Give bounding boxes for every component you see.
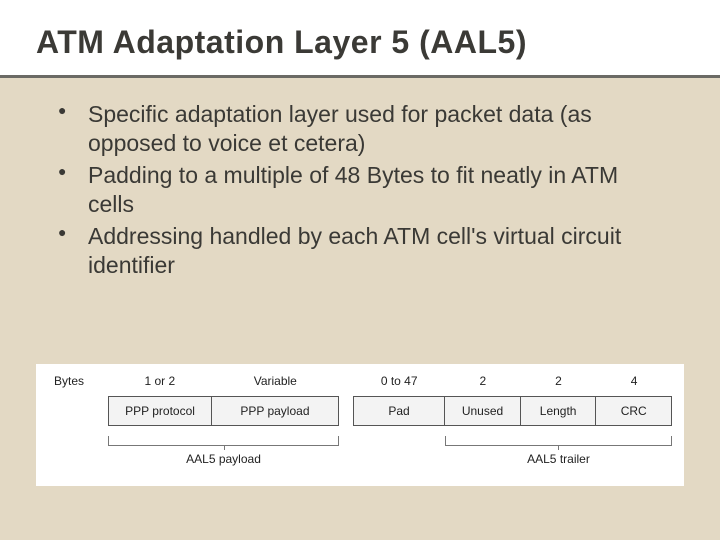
bullet-list: Specific adaptation layer used for packe… — [0, 78, 720, 281]
segment-box: CRC — [596, 396, 672, 426]
segment-box: Length — [521, 396, 597, 426]
bullet-item: Padding to a multiple of 48 Bytes to fit… — [58, 161, 662, 220]
diagram-size-row: Bytes 1 or 2 Variable 0 to 47 2 2 4 — [48, 374, 672, 388]
size-gap — [339, 374, 353, 388]
segment-box: PPP payload — [212, 396, 339, 426]
brace-payload: AAL5 payload — [108, 436, 339, 470]
brace-trailer: AAL5 trailer — [445, 436, 672, 470]
slide: ATM Adaptation Layer 5 (AAL5) Specific a… — [0, 0, 720, 540]
title-block: ATM Adaptation Layer 5 (AAL5) — [0, 0, 720, 75]
brace-label: AAL5 trailer — [527, 452, 590, 466]
size-label: 0 to 47 — [353, 374, 445, 388]
aal5-diagram: Bytes 1 or 2 Variable 0 to 47 2 2 4 PPP … — [36, 364, 684, 486]
brace-label: AAL5 payload — [186, 452, 261, 466]
slide-title: ATM Adaptation Layer 5 (AAL5) — [36, 24, 684, 61]
brace-line — [445, 436, 672, 446]
segment-boxes: PPP protocol PPP payload Pad Unused Leng… — [108, 396, 672, 426]
bullet-item: Addressing handled by each ATM cell's vi… — [58, 222, 662, 281]
segment-box: Unused — [445, 396, 521, 426]
brace-gap — [339, 436, 445, 470]
bullet-item: Specific adaptation layer used for packe… — [58, 100, 662, 159]
size-label: 2 — [445, 374, 521, 388]
bytes-label: Bytes — [48, 374, 108, 388]
segment-gap — [339, 396, 353, 426]
size-label: 2 — [521, 374, 597, 388]
size-label: 1 or 2 — [108, 374, 212, 388]
size-labels: 1 or 2 Variable 0 to 47 2 2 4 — [108, 374, 672, 388]
size-label: 4 — [596, 374, 672, 388]
segment-box: Pad — [353, 396, 445, 426]
brace-line — [108, 436, 339, 446]
size-label: Variable — [212, 374, 339, 388]
segment-box: PPP protocol — [108, 396, 212, 426]
brace-row: AAL5 payload AAL5 trailer — [108, 436, 672, 470]
